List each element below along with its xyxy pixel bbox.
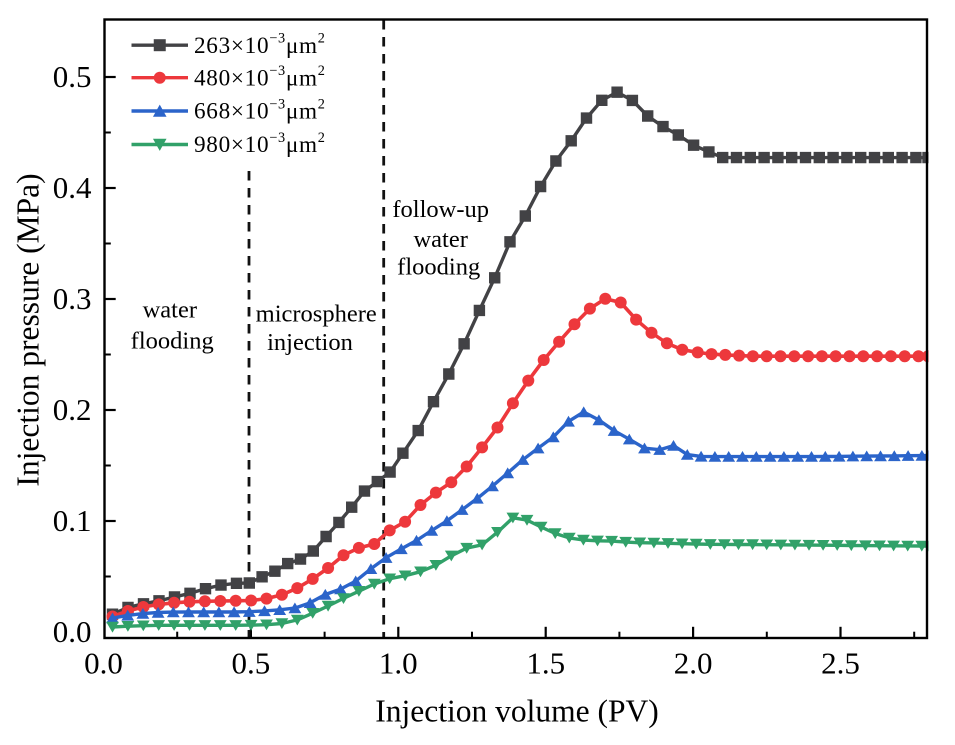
svg-text:1.0: 1.0 [379, 646, 418, 681]
svg-text:0.5: 0.5 [53, 59, 92, 94]
svg-text:Injection volume (PV): Injection volume (PV) [375, 694, 658, 729]
svg-text:flooding: flooding [131, 328, 214, 355]
svg-text:0.1: 0.1 [53, 503, 92, 538]
svg-text:water: water [143, 297, 197, 324]
svg-text:263×10−3μm2: 263×10−3μm2 [194, 31, 326, 59]
svg-text:480×10−3μm2: 480×10−3μm2 [194, 63, 326, 91]
svg-text:0.5: 0.5 [232, 646, 271, 681]
svg-text:2.0: 2.0 [674, 646, 713, 681]
svg-text:flooding: flooding [397, 253, 480, 280]
svg-text:Injection pressure (MPa): Injection pressure (MPa) [11, 173, 46, 486]
svg-text:0.2: 0.2 [53, 392, 92, 427]
svg-text:980×10−3μm2: 980×10−3μm2 [194, 130, 326, 158]
svg-text:water: water [413, 226, 467, 253]
svg-text:1.5: 1.5 [526, 646, 565, 681]
svg-text:668×10−3μm2: 668×10−3μm2 [194, 97, 326, 125]
svg-text:0.4: 0.4 [53, 170, 92, 205]
svg-text:injection: injection [267, 329, 353, 356]
svg-text:0.0: 0.0 [84, 646, 123, 681]
svg-text:microsphere: microsphere [256, 300, 377, 327]
svg-text:follow-up: follow-up [392, 196, 489, 223]
svg-text:2.5: 2.5 [821, 646, 860, 681]
svg-text:0.0: 0.0 [53, 614, 92, 649]
svg-text:0.3: 0.3 [53, 281, 92, 316]
